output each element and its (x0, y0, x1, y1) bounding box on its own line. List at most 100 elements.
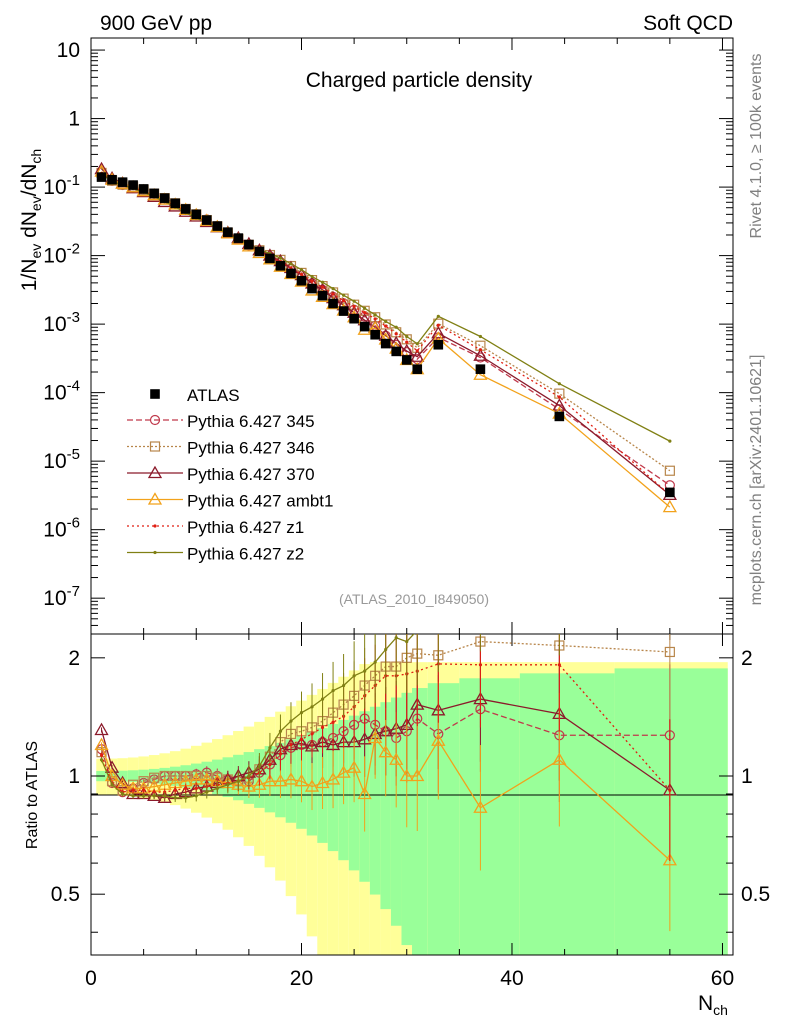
band-green (614, 668, 728, 955)
main-point (363, 311, 367, 315)
atlas-point (349, 313, 359, 324)
ratio-series-5 (99, 587, 561, 803)
svg-text:Nch: Nch (698, 992, 728, 1018)
ratio-tick-label-left: 0.5 (51, 883, 80, 906)
main-point (394, 332, 398, 336)
analysis-label: (ATLAS_2010_I849050) (339, 591, 489, 607)
main-point (352, 299, 356, 303)
atlas-point (296, 275, 307, 286)
legend-label: Pythia 6.427 z1 (187, 518, 304, 537)
ratio-series-group (94, 587, 677, 932)
ratio-point (236, 779, 240, 783)
atlas-point (233, 233, 244, 243)
ratio-point (194, 786, 198, 790)
legend-marker-atlas (150, 389, 160, 399)
band-green (369, 706, 381, 895)
ratio-point (668, 788, 672, 792)
legend-entry-3: Pythia 6.427 ambt1 (127, 492, 333, 511)
ratio-point (131, 794, 135, 798)
ratio-point (378, 744, 393, 758)
ratio-point (664, 646, 675, 658)
ratio-point (163, 790, 167, 794)
ratio-point (142, 794, 146, 798)
ratio-point (473, 800, 488, 813)
legend-marker (153, 550, 157, 555)
atlas-point (286, 268, 296, 279)
y-tick-label: 10-2 (43, 241, 80, 268)
ratio-tick-label-right: 0.5 (741, 883, 770, 906)
band-green (459, 678, 520, 955)
atlas-point (223, 227, 233, 237)
main-point (394, 325, 398, 329)
ratio-point (149, 772, 160, 783)
atlas-point (180, 204, 191, 214)
ratio-point (252, 777, 267, 790)
atlas-point (191, 209, 202, 220)
x-tick-label: 40 (500, 967, 523, 990)
atlas-point (338, 306, 349, 316)
ratio-point (384, 647, 388, 652)
ratio-point (416, 629, 419, 632)
main-point (373, 317, 377, 321)
main-point (415, 342, 419, 346)
legend: ATLAS Pythia 6.427 345 Pythia 6.427 346 Pyt… (127, 386, 333, 564)
main-point (668, 439, 672, 443)
atlas-point (433, 339, 444, 350)
x-tick-label: 0 (85, 967, 97, 990)
ratio-tick-label-left: 1 (68, 765, 80, 788)
ratio-point (341, 683, 346, 688)
main-point (415, 349, 419, 353)
ratio-point (278, 752, 283, 756)
ratio-point (479, 587, 482, 590)
atlas-point (359, 321, 370, 332)
ratio-point (283, 772, 299, 785)
ratio-point (299, 737, 304, 741)
ratio-point (241, 779, 256, 792)
ratio-point (368, 730, 383, 744)
atlas-point (212, 221, 223, 231)
ratio-y-axis-label: Ratio to ATLAS (24, 741, 41, 849)
ratio-point (184, 786, 188, 790)
legend-entry-0: Pythia 6.427 345 (127, 412, 315, 431)
atlas-point (328, 298, 338, 309)
x-axis-label: Nch (698, 992, 728, 1018)
legend-label: Pythia 6.427 346 (187, 439, 315, 458)
atlas-point (170, 198, 180, 209)
ratio-point (558, 587, 561, 590)
main-point (557, 395, 561, 399)
legend-label: Pythia 6.427 ambt1 (187, 492, 333, 511)
atlas-point (128, 180, 138, 190)
ratio-point (159, 770, 170, 782)
atlas-point (149, 188, 159, 199)
main-point (410, 349, 425, 362)
main-point (473, 348, 488, 361)
ratio-point (325, 772, 341, 785)
band-green (412, 688, 428, 955)
legend-label: Pythia 6.427 z2 (187, 545, 304, 564)
side-label-mcplots: mcplots.cern.ch [arXiv:2401.10621] (748, 355, 765, 606)
ratio-point (289, 743, 293, 747)
band-green (380, 702, 391, 910)
y-tick-label: 10-5 (43, 446, 80, 473)
ratio-point (389, 752, 404, 765)
ratio-point (205, 790, 209, 794)
ratio-point (120, 792, 125, 796)
main-point (341, 299, 346, 303)
header-right: Soft QCD (643, 12, 733, 35)
ratio-point (142, 788, 146, 792)
main-point (552, 398, 567, 411)
main-point (278, 256, 283, 260)
ratio-point (152, 790, 156, 794)
ratio-point (320, 697, 325, 701)
main-point (331, 286, 335, 291)
ratio-point (289, 719, 293, 723)
ratio-point (110, 783, 114, 787)
main-point (352, 305, 356, 309)
y-axis-label: 1/Nev dNev/dNch (18, 149, 44, 291)
ratio-tick-label-right: 2 (741, 647, 753, 670)
main-point (664, 465, 675, 476)
ratio-line (100, 640, 670, 792)
ratio-point (552, 752, 567, 765)
ratio-point (310, 732, 314, 736)
x-tick-label: 20 (290, 967, 313, 990)
